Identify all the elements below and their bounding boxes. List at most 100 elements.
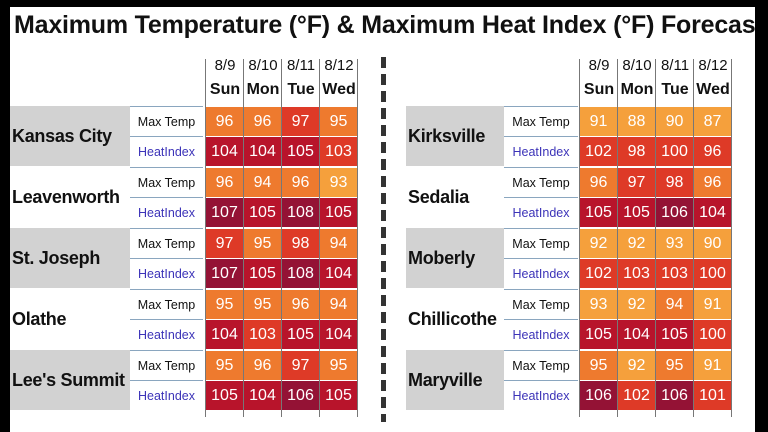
heat-index-cell: 102 xyxy=(580,137,617,166)
column-separator xyxy=(693,59,694,417)
column-separator xyxy=(243,59,244,417)
heat-index-label: HeatIndex xyxy=(130,380,203,410)
heat-index-cell: 105 xyxy=(580,198,617,227)
city-name: St. Joseph xyxy=(10,228,130,288)
column-day: Mon xyxy=(620,81,654,98)
city-name: Sedalia xyxy=(406,167,504,227)
max-temp-cell: 95 xyxy=(206,290,243,319)
heat-index-cell: 106 xyxy=(282,381,319,410)
heat-index-cell: 105 xyxy=(244,198,281,227)
heat-index-cell: 105 xyxy=(656,320,693,349)
heat-index-cell: 103 xyxy=(244,320,281,349)
heat-index-cell: 102 xyxy=(580,259,617,288)
heat-index-cell: 100 xyxy=(694,320,731,349)
max-temp-cell: 93 xyxy=(656,229,693,258)
max-temp-cell: 95 xyxy=(244,290,281,319)
city-name: Kansas City xyxy=(10,106,130,166)
city-name: Olathe xyxy=(10,289,130,349)
max-temp-cell: 96 xyxy=(694,168,731,197)
heat-index-label: HeatIndex xyxy=(130,319,203,349)
max-temp-label: Max Temp xyxy=(130,350,203,380)
column-separator xyxy=(731,59,732,417)
heat-index-cell: 106 xyxy=(656,198,693,227)
heat-index-label: HeatIndex xyxy=(504,319,578,349)
heat-index-cell: 105 xyxy=(320,198,357,227)
heat-index-cell: 105 xyxy=(580,320,617,349)
column-date: 8/9 xyxy=(588,57,610,74)
heat-index-label: HeatIndex xyxy=(130,258,203,288)
max-temp-cell: 96 xyxy=(580,168,617,197)
heat-index-label: HeatIndex xyxy=(504,136,578,166)
max-temp-label: Max Temp xyxy=(504,106,578,136)
heat-index-cell: 104 xyxy=(244,137,281,166)
max-temp-cell: 96 xyxy=(282,168,319,197)
max-temp-cell: 94 xyxy=(244,168,281,197)
max-temp-cell: 91 xyxy=(694,290,731,319)
column-day: Tue xyxy=(661,81,689,98)
max-temp-cell: 91 xyxy=(580,107,617,136)
max-temp-cell: 97 xyxy=(282,351,319,380)
heat-index-cell: 100 xyxy=(656,137,693,166)
heat-index-cell: 103 xyxy=(656,259,693,288)
heat-index-cell: 104 xyxy=(618,320,655,349)
max-temp-cell: 90 xyxy=(656,107,693,136)
column-date: 8/10 xyxy=(622,57,652,74)
max-temp-cell: 97 xyxy=(618,168,655,197)
column-day: Sun xyxy=(209,81,241,98)
heat-index-cell: 102 xyxy=(618,381,655,410)
city-name: Kirksville xyxy=(406,106,504,166)
heat-index-cell: 101 xyxy=(694,381,731,410)
city-name: Maryville xyxy=(406,350,504,410)
column-separator xyxy=(579,59,580,417)
column-separator xyxy=(205,59,206,417)
max-temp-label: Max Temp xyxy=(504,289,578,319)
heat-index-cell: 105 xyxy=(244,259,281,288)
heat-index-label: HeatIndex xyxy=(130,136,203,166)
max-temp-cell: 97 xyxy=(282,107,319,136)
heat-index-cell: 105 xyxy=(206,381,243,410)
heat-index-cell: 96 xyxy=(694,137,731,166)
heat-index-cell: 106 xyxy=(656,381,693,410)
forecast-card: Maximum Temperature (°F) & Maximum Heat … xyxy=(10,7,755,432)
max-temp-cell: 98 xyxy=(656,168,693,197)
max-temp-cell: 92 xyxy=(618,351,655,380)
heat-index-cell: 107 xyxy=(206,198,243,227)
max-temp-cell: 96 xyxy=(244,351,281,380)
heat-index-cell: 104 xyxy=(320,259,357,288)
max-temp-cell: 93 xyxy=(580,290,617,319)
max-temp-cell: 92 xyxy=(580,229,617,258)
column-day: Wed xyxy=(322,81,356,98)
max-temp-cell: 95 xyxy=(656,351,693,380)
max-temp-cell: 96 xyxy=(206,107,243,136)
max-temp-label: Max Temp xyxy=(504,350,578,380)
heat-index-cell: 104 xyxy=(206,320,243,349)
max-temp-cell: 96 xyxy=(206,168,243,197)
city-name: Moberly xyxy=(406,228,504,288)
heat-index-cell: 100 xyxy=(694,259,731,288)
heat-index-cell: 98 xyxy=(618,137,655,166)
heat-index-cell: 108 xyxy=(282,198,319,227)
max-temp-cell: 94 xyxy=(656,290,693,319)
heat-index-cell: 104 xyxy=(244,381,281,410)
max-temp-label: Max Temp xyxy=(130,167,203,197)
column-separator xyxy=(281,59,282,417)
max-temp-label: Max Temp xyxy=(130,289,203,319)
column-day: Mon xyxy=(246,81,280,98)
city-name: Chillicothe xyxy=(406,289,504,349)
column-date: 8/11 xyxy=(286,57,316,74)
column-day: Tue xyxy=(287,81,315,98)
column-separator xyxy=(655,59,656,417)
heat-index-cell: 108 xyxy=(282,259,319,288)
max-temp-cell: 92 xyxy=(618,229,655,258)
column-date: 8/11 xyxy=(660,57,690,74)
heat-index-label: HeatIndex xyxy=(504,197,578,227)
column-date: 8/10 xyxy=(248,57,278,74)
city-name: Lee's Summit xyxy=(10,350,130,410)
column-separator xyxy=(319,59,320,417)
max-temp-cell: 95 xyxy=(244,229,281,258)
max-temp-cell: 95 xyxy=(320,107,357,136)
heat-index-cell: 105 xyxy=(320,381,357,410)
city-name: Leavenworth xyxy=(10,167,130,227)
max-temp-cell: 87 xyxy=(694,107,731,136)
column-date: 8/12 xyxy=(324,57,354,74)
